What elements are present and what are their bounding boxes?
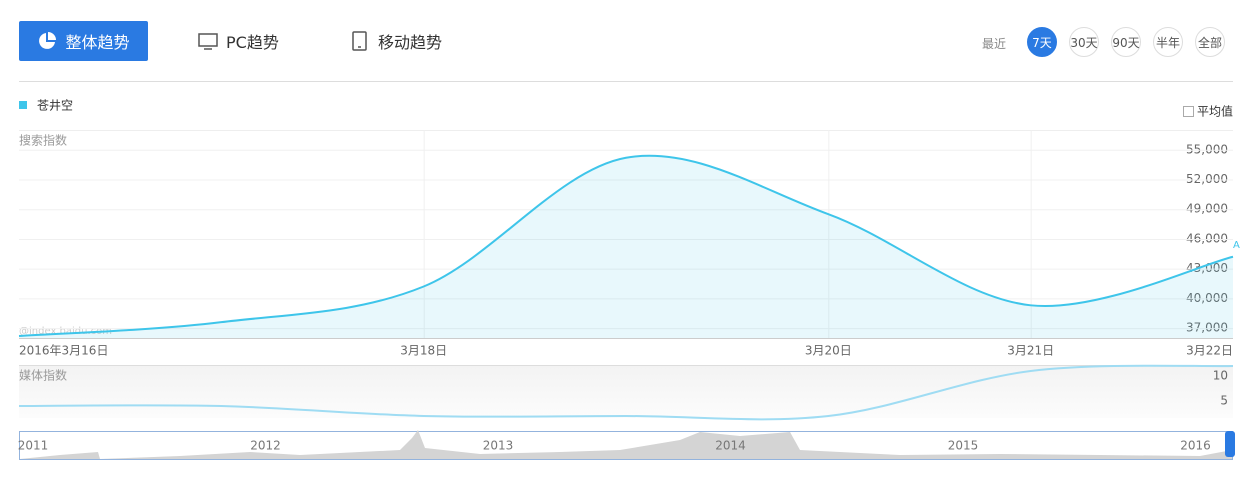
y-tick-label: 5 (1220, 394, 1228, 408)
y-tick-label: 46,000 (1186, 231, 1228, 245)
range-option[interactable]: 全部 (1195, 27, 1225, 57)
line (18, 364, 1234, 421)
range-handle[interactable] (1225, 431, 1235, 457)
y-tick-label: 40,000 (1186, 291, 1228, 305)
x-tick-label: 3月18日 (400, 344, 447, 358)
line (18, 154, 1234, 338)
annotation: A (1233, 240, 1240, 251)
tab[interactable]: PC趋势 (198, 21, 279, 61)
y-tick-label: 43,000 (1186, 261, 1228, 275)
range-label: 最近 (982, 37, 1007, 51)
tab-label: 整体趋势 (65, 33, 130, 52)
overview-year: 2014 (715, 439, 746, 453)
tab[interactable]: 移动趋势 (350, 21, 442, 61)
tablet-icon (352, 31, 367, 51)
average-toggle[interactable]: 平均值 (1197, 104, 1233, 119)
watermark: @index.baidu.com (19, 326, 112, 337)
overview-year: 2012 (250, 439, 281, 453)
y-tick-label: 49,000 (1186, 202, 1228, 216)
overview-year: 2015 (948, 439, 979, 453)
overview-year: 2013 (483, 439, 514, 453)
y-tick-label: 37,000 (1186, 321, 1228, 335)
overview-year: 2011 (18, 439, 49, 453)
checkbox[interactable] (1183, 106, 1194, 117)
x-tick-label: 3月20日 (805, 344, 852, 358)
range-option[interactable]: 90天 (1111, 27, 1141, 57)
y-tick-label: 55,000 (1186, 142, 1228, 156)
tab[interactable]: 整体趋势 (19, 21, 148, 61)
x-tick-label: 2016年3月16日 (19, 344, 108, 358)
y-axis-title: 搜索指数 (19, 133, 67, 148)
overview-area (20, 430, 1232, 459)
y-tick-label: 52,000 (1186, 172, 1228, 186)
area (19, 155, 1233, 338)
x-tick-label: 3月22日 (1186, 344, 1233, 358)
pie-icon (39, 32, 57, 49)
monitor-icon (198, 33, 218, 50)
media-bg (19, 366, 1233, 418)
range-option[interactable]: 30天 (1069, 27, 1099, 57)
range-option[interactable]: 半年 (1153, 27, 1183, 57)
y-tick-label: 10 (1213, 369, 1228, 383)
y-axis-title: 媒体指数 (19, 368, 67, 383)
x-tick-label: 3月21日 (1007, 344, 1054, 358)
legend-swatch (19, 101, 27, 109)
legend-label: 苍井空 (37, 99, 73, 113)
range-option[interactable]: 7天 (1027, 27, 1057, 57)
tab-label: PC趋势 (226, 33, 279, 52)
overview-year: 2016 (1180, 439, 1211, 453)
tab-label: 移动趋势 (378, 33, 443, 52)
